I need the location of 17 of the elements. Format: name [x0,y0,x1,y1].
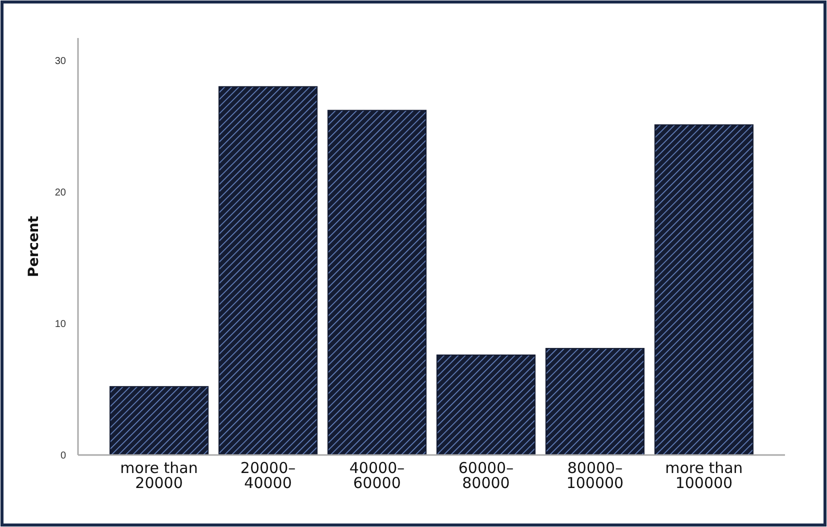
y-tick-label: 0 [60,450,66,462]
y-tick-label: 20 [54,187,66,198]
bar [327,110,427,456]
x-tick-label: more than 20000 [120,459,198,492]
x-tick-label: 20000– 40000 [240,459,296,492]
y-axis-title: Percent [26,216,42,278]
bar [654,124,754,456]
y-tick-label: 30 [54,56,66,67]
x-tick-label: 60000– 80000 [458,459,514,492]
bar [545,348,645,456]
x-tick-label: 80000– 100000 [566,459,624,492]
bar [110,386,209,456]
y-tick-label: 10 [54,318,66,330]
bar [436,354,536,456]
bar [218,86,318,456]
x-tick-label: more than 100000 [665,459,743,492]
x-tick-label: 40000– 60000 [349,459,405,492]
